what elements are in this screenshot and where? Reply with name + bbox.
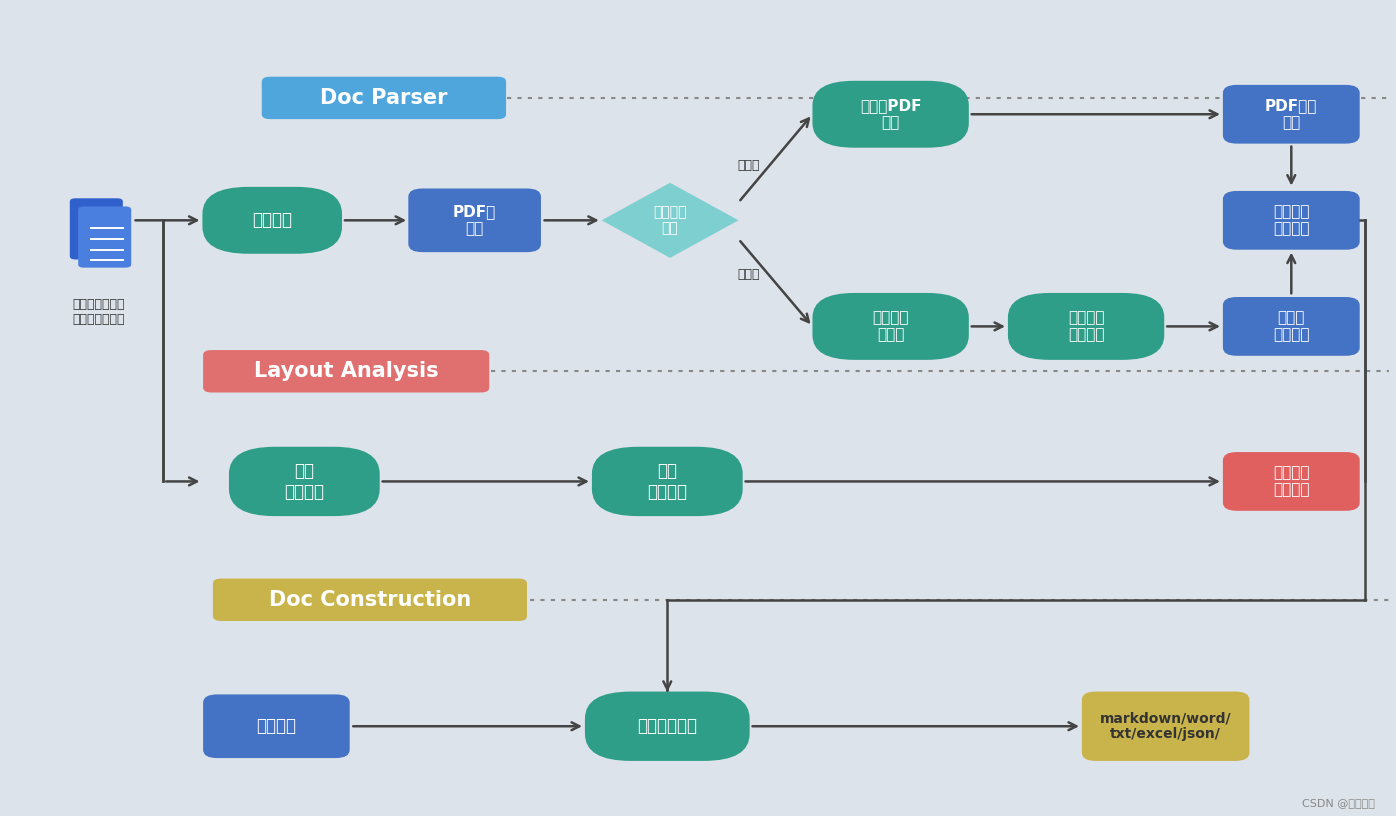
FancyBboxPatch shape <box>1082 691 1249 761</box>
FancyBboxPatch shape <box>1223 85 1360 144</box>
FancyBboxPatch shape <box>1008 293 1164 360</box>
FancyBboxPatch shape <box>812 81 969 148</box>
FancyBboxPatch shape <box>214 579 528 621</box>
Text: 电子档PDF
解析: 电子档PDF 解析 <box>860 98 921 131</box>
Text: Layout Analysis: Layout Analysis <box>254 361 438 381</box>
FancyBboxPatch shape <box>204 694 349 758</box>
Text: 各种版式、类型
电子、扫描文档: 各种版式、类型 电子、扫描文档 <box>73 298 126 326</box>
Text: markdown/word/
txt/excel/json/: markdown/word/ txt/excel/json/ <box>1100 711 1231 742</box>
FancyBboxPatch shape <box>204 350 490 392</box>
Text: PDF解析
数据: PDF解析 数据 <box>1265 98 1318 131</box>
Text: 物理
版面分析: 物理 版面分析 <box>285 462 324 501</box>
Text: 通用文档
层级信息: 通用文档 层级信息 <box>1273 465 1309 498</box>
Text: 文档图像
预处理: 文档图像 预处理 <box>872 310 909 343</box>
Text: PDF页
集合: PDF页 集合 <box>454 204 496 237</box>
Text: 电子档: 电子档 <box>737 159 759 172</box>
Text: 多页拆分: 多页拆分 <box>253 211 292 229</box>
FancyBboxPatch shape <box>70 198 123 259</box>
Text: 逻辑
版面分析: 逻辑 版面分析 <box>648 462 687 501</box>
FancyBboxPatch shape <box>229 447 380 517</box>
Text: CSDN @助小辉、: CSDN @助小辉、 <box>1302 798 1375 808</box>
Text: 通用文档
文字信息: 通用文档 文字信息 <box>1273 204 1309 237</box>
FancyBboxPatch shape <box>1223 452 1360 511</box>
FancyBboxPatch shape <box>78 206 131 268</box>
Text: Doc Construction: Doc Construction <box>269 590 470 610</box>
FancyBboxPatch shape <box>1223 297 1360 356</box>
FancyBboxPatch shape <box>202 187 342 254</box>
Text: 扫描档: 扫描档 <box>737 268 759 281</box>
Text: Doc Parser: Doc Parser <box>320 88 448 108</box>
FancyBboxPatch shape <box>585 691 750 761</box>
FancyBboxPatch shape <box>592 447 743 517</box>
FancyBboxPatch shape <box>1223 191 1360 250</box>
FancyBboxPatch shape <box>812 293 969 360</box>
Text: 通用文档
识别引擎: 通用文档 识别引擎 <box>1068 310 1104 343</box>
Text: 文档类型
判断: 文档类型 判断 <box>653 205 687 236</box>
Polygon shape <box>602 183 738 258</box>
Text: 输出期望: 输出期望 <box>257 717 296 735</box>
FancyBboxPatch shape <box>409 188 542 252</box>
FancyBboxPatch shape <box>262 77 507 119</box>
Text: 扫描档
识别结果: 扫描档 识别结果 <box>1273 310 1309 343</box>
Text: 输出内容构建: 输出内容构建 <box>638 717 697 735</box>
